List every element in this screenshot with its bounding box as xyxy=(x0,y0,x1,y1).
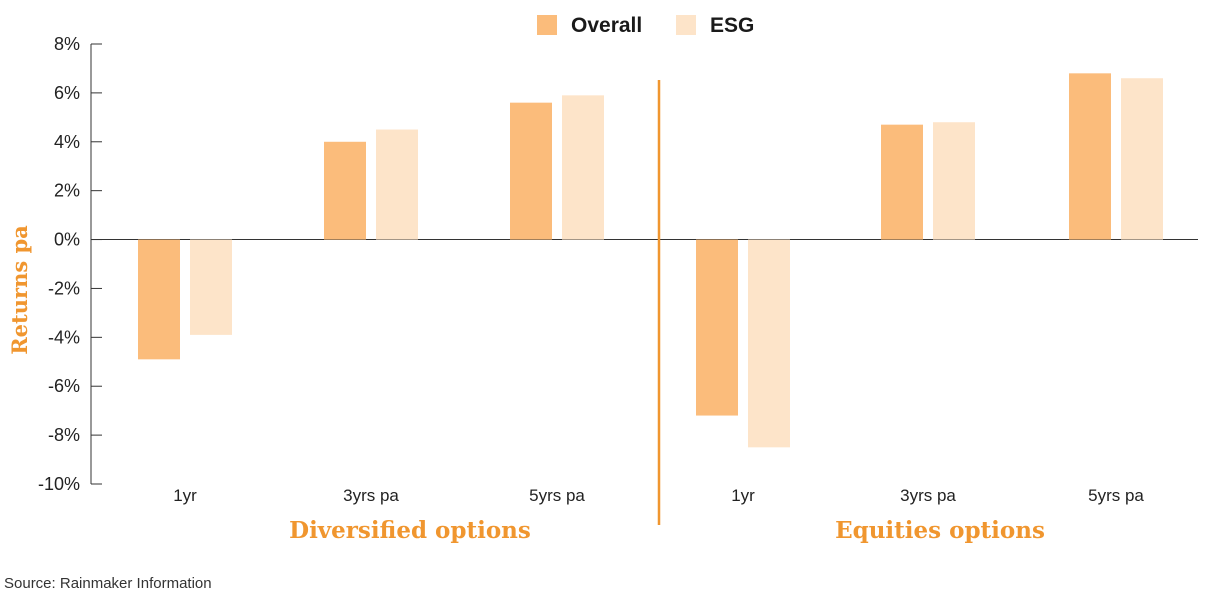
bar-overall xyxy=(510,102,552,240)
bar-overall xyxy=(138,239,180,360)
bar-esg xyxy=(190,239,232,335)
y-tick-label: -10% xyxy=(38,474,80,494)
category-label: 3yrs pa xyxy=(900,486,956,505)
y-tick-label: -6% xyxy=(48,376,80,396)
y-tick-label: 2% xyxy=(54,181,80,201)
group-labels: Diversified options Equities options xyxy=(289,517,1045,544)
y-tick-label: 4% xyxy=(54,132,80,152)
bar-overall xyxy=(1069,73,1111,240)
category-label: 1yr xyxy=(173,486,197,505)
y-tick-label: 6% xyxy=(54,83,80,103)
y-tick-label: -2% xyxy=(48,278,80,298)
y-axis-label: Returns pa xyxy=(7,225,32,355)
legend-swatch-esg xyxy=(676,15,696,35)
bar-esg xyxy=(933,122,975,240)
bars xyxy=(138,73,1163,448)
legend-label-esg: ESG xyxy=(710,14,754,37)
group-label: Equities options xyxy=(835,517,1045,544)
source-note: Source: Rainmaker Information xyxy=(4,575,212,592)
category-label: 5yrs pa xyxy=(529,486,585,505)
bar-overall xyxy=(324,141,366,240)
legend: Overall ESG xyxy=(537,14,754,37)
bar-chart: Overall ESG 8% 6% 4% 2% 0% -2% -4% -6% -8% -10% Re… xyxy=(7,14,1198,544)
y-axis: 8% 6% 4% 2% 0% -2% -4% -6% -8% -10% xyxy=(38,34,102,494)
y-tick-label: -4% xyxy=(48,327,80,347)
legend-swatch-overall xyxy=(537,15,557,35)
bar-esg xyxy=(1121,78,1163,240)
category-label: 1yr xyxy=(731,486,755,505)
group-label: Diversified options xyxy=(289,517,531,544)
category-label: 5yrs pa xyxy=(1088,486,1144,505)
y-tick-label: 0% xyxy=(54,230,80,250)
bar-overall xyxy=(696,239,738,416)
bar-esg xyxy=(748,239,790,448)
legend-label-overall: Overall xyxy=(571,14,642,37)
category-labels: 1yr 3yrs pa 5yrs pa 1yr 3yrs pa 5yrs pa xyxy=(173,486,1144,505)
y-tick-label: 8% xyxy=(54,34,80,54)
bar-overall xyxy=(881,124,923,240)
category-label: 3yrs pa xyxy=(343,486,399,505)
bar-esg xyxy=(376,129,418,240)
bar-esg xyxy=(562,95,604,240)
y-tick-label: -8% xyxy=(48,425,80,445)
